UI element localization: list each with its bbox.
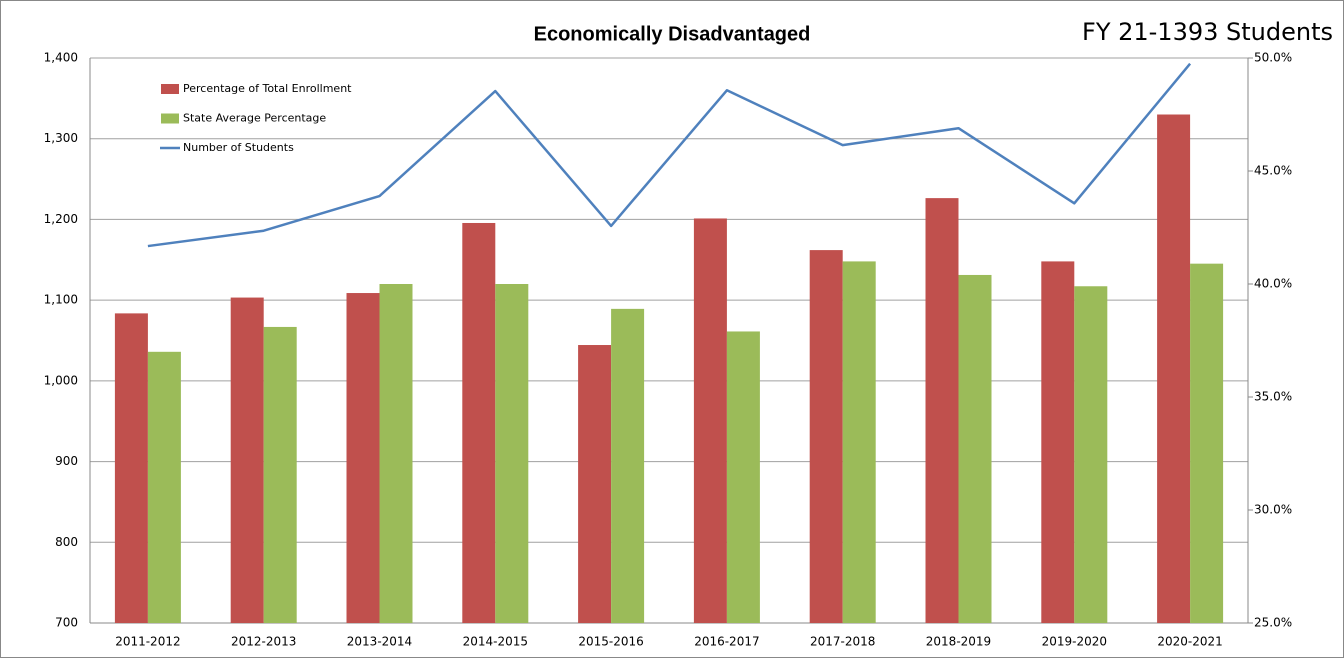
y2-tick-label: 35.0%: [1254, 390, 1292, 404]
bar: [809, 250, 843, 623]
legend-label: Percentage of Total Enrollment: [183, 82, 352, 95]
y-tick-label: 1,200: [44, 212, 78, 226]
legend-label: State Average Percentage: [183, 112, 326, 125]
x-tick-label: 2013-2014: [347, 635, 412, 649]
y2-tick-label: 25.0%: [1254, 616, 1292, 630]
y-tick-label: 1,300: [44, 131, 78, 145]
bar: [495, 284, 529, 623]
bar: [230, 297, 264, 623]
bar: [1074, 286, 1108, 623]
bar: [379, 284, 413, 623]
bar: [1157, 114, 1191, 623]
y-tick-label: 700: [55, 616, 78, 630]
bar: [114, 313, 148, 623]
y-tick-label: 1,400: [44, 51, 78, 65]
y2-tick-label: 30.0%: [1254, 503, 1292, 517]
x-tick-label: 2014-2015: [463, 635, 528, 649]
y2-tick-label: 45.0%: [1254, 164, 1292, 178]
x-tick-label: 2020-2021: [1157, 635, 1222, 649]
bar: [462, 222, 496, 624]
bar: [147, 351, 181, 623]
x-tick-label: 2012-2013: [231, 635, 296, 649]
x-tick-label: 2011-2012: [115, 635, 180, 649]
x-tick-label: 2018-2019: [926, 635, 991, 649]
x-tick-label: 2017-2018: [810, 635, 875, 649]
bar: [263, 326, 297, 623]
y-tick-label: 800: [55, 535, 78, 549]
bar: [611, 308, 645, 623]
bar: [726, 331, 760, 623]
x-tick-label: 2016-2017: [694, 635, 759, 649]
bar: [842, 261, 876, 623]
y-tick-label: 900: [55, 454, 78, 468]
y2-tick-label: 50.0%: [1254, 51, 1292, 65]
legend-label: Number of Students: [183, 141, 294, 154]
y2-tick-label: 40.0%: [1254, 277, 1292, 291]
bar: [1041, 261, 1075, 623]
chart-title: Economically Disadvantaged: [534, 23, 811, 45]
y-tick-label: 1,000: [44, 373, 78, 387]
x-tick-label: 2019-2020: [1042, 635, 1107, 649]
bar: [578, 345, 612, 623]
bar: [1190, 263, 1224, 623]
x-tick-label: 2015-2016: [578, 635, 643, 649]
bar: [925, 198, 959, 623]
bar: [958, 274, 992, 623]
line: [147, 62, 1192, 248]
bar: [693, 218, 727, 623]
chart-subtitle: FY 21-1393 Students: [1082, 18, 1333, 46]
legend-swatch: [161, 113, 179, 124]
legend-swatch: [161, 84, 179, 94]
bar: [346, 293, 380, 623]
y-tick-label: 1,100: [44, 293, 78, 307]
